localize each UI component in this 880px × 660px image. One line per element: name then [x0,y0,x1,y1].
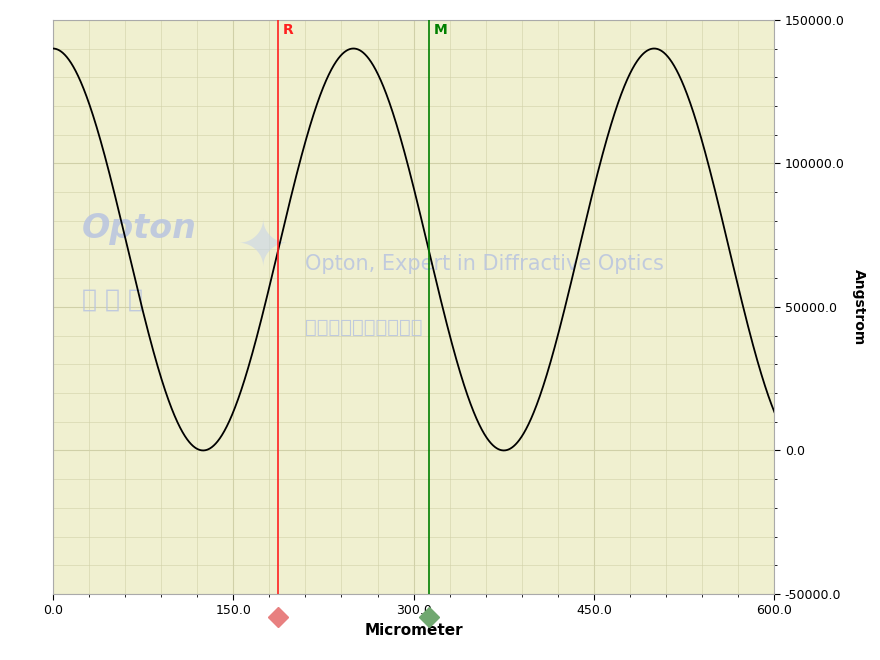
Text: Opton: Opton [82,212,196,245]
Text: ✦: ✦ [236,220,289,279]
Text: Opton, Expert in Diffractive Optics: Opton, Expert in Diffractive Optics [305,253,664,274]
Text: 奥 普 顿: 奥 普 顿 [82,288,143,312]
Text: M: M [434,22,447,37]
X-axis label: Micrometer: Micrometer [364,623,463,638]
Text: 奥普顿，衍射光学专家: 奥普顿，衍射光学专家 [305,317,423,337]
Y-axis label: Angstrom: Angstrom [852,269,866,345]
Text: R: R [283,22,294,37]
